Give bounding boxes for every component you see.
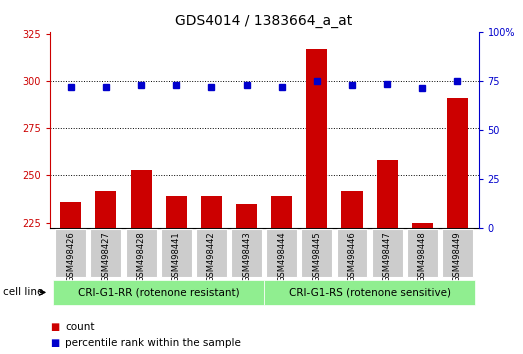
Bar	[196, 229, 227, 277]
Bar	[53, 280, 264, 305]
Text: GSM498428: GSM498428	[137, 231, 145, 282]
Bar	[95, 190, 117, 228]
Bar	[372, 229, 403, 277]
Bar	[166, 196, 187, 228]
Title: GDS4014 / 1383664_a_at: GDS4014 / 1383664_a_at	[176, 14, 353, 28]
Bar	[336, 229, 368, 277]
Bar	[266, 229, 297, 277]
Bar	[264, 280, 475, 305]
Bar	[90, 229, 121, 277]
Bar	[407, 229, 438, 277]
Bar	[447, 98, 468, 228]
Text: percentile rank within the sample: percentile rank within the sample	[65, 338, 241, 348]
Bar	[442, 229, 473, 277]
Text: GSM498426: GSM498426	[66, 231, 75, 282]
Text: GSM498445: GSM498445	[312, 231, 321, 282]
Bar	[301, 229, 332, 277]
Text: GSM498446: GSM498446	[347, 231, 357, 282]
Bar	[161, 229, 192, 277]
Text: CRI-G1-RR (rotenone resistant): CRI-G1-RR (rotenone resistant)	[78, 287, 240, 297]
Bar	[377, 160, 397, 228]
Text: GSM498441: GSM498441	[172, 231, 181, 282]
Bar	[231, 229, 262, 277]
Text: CRI-G1-RS (rotenone sensitive): CRI-G1-RS (rotenone sensitive)	[289, 287, 451, 297]
Text: GSM498444: GSM498444	[277, 231, 286, 282]
Text: GSM498448: GSM498448	[418, 231, 427, 282]
Bar	[126, 229, 156, 277]
Text: GSM498449: GSM498449	[453, 231, 462, 282]
Text: GSM498427: GSM498427	[101, 231, 110, 282]
Bar	[412, 223, 433, 228]
Bar	[306, 49, 327, 228]
Bar	[60, 202, 81, 228]
Text: ■: ■	[50, 338, 59, 348]
Bar	[342, 190, 362, 228]
Bar	[131, 170, 152, 228]
Bar	[271, 196, 292, 228]
Bar	[55, 229, 86, 277]
Text: GSM498443: GSM498443	[242, 231, 251, 282]
Bar	[201, 196, 222, 228]
Text: ■: ■	[50, 322, 59, 332]
Bar	[236, 204, 257, 228]
Text: GSM498442: GSM498442	[207, 231, 216, 282]
Text: GSM498447: GSM498447	[383, 231, 392, 282]
Text: cell line: cell line	[3, 287, 43, 297]
Text: count: count	[65, 322, 95, 332]
